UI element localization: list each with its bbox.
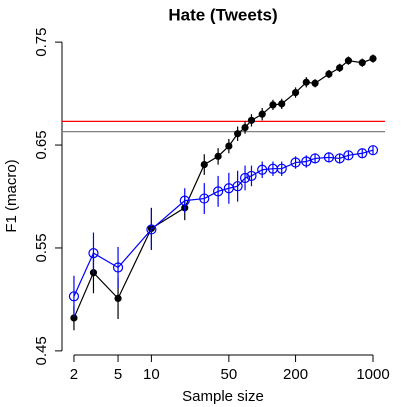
data-point: [301, 156, 312, 167]
data-point: [302, 78, 310, 86]
data-point: [241, 123, 249, 132]
data-point: [278, 100, 286, 108]
data-point: [336, 64, 344, 72]
data-point: [290, 157, 301, 168]
data-point: [68, 291, 80, 302]
y-tick-label: 0.75: [33, 28, 50, 57]
data-point: [146, 224, 157, 235]
data-point: [334, 153, 345, 164]
x-tick-label: 10: [143, 366, 160, 383]
data-point: [214, 152, 222, 160]
data-point: [311, 79, 319, 87]
series-line: [73, 58, 374, 319]
x-tick-label: 5: [114, 366, 122, 383]
data-point: [246, 170, 257, 182]
data-point: [213, 186, 224, 197]
data-point: [291, 88, 300, 97]
data-point: [200, 160, 208, 169]
data-point: [234, 130, 242, 138]
data-point: [357, 148, 368, 159]
data-point: [325, 70, 333, 78]
x-tick-label: 1000: [356, 366, 389, 383]
data-point: [114, 294, 122, 302]
data-point: [258, 110, 266, 118]
y-tick-label: 0.55: [33, 233, 50, 262]
data-point: [225, 142, 233, 150]
data-point: [179, 195, 190, 206]
y-tick-label: 0.65: [33, 130, 50, 159]
data-point: [367, 145, 379, 156]
data-point: [239, 172, 251, 184]
data-point: [88, 248, 99, 259]
data-point: [269, 101, 277, 109]
data-point: [247, 116, 256, 124]
x-tick-label: 2: [70, 366, 78, 383]
series-line: [73, 149, 374, 297]
data-point: [343, 150, 354, 161]
data-point: [276, 163, 287, 174]
y-tick-label: 0.45: [33, 336, 50, 365]
x-tick-label: 50: [221, 366, 238, 383]
y-axis-label: F1 (macro): [3, 159, 20, 232]
data-point: [344, 57, 353, 65]
data-point: [309, 153, 321, 164]
data-point: [369, 54, 377, 63]
chart-title: Hate (Tweets): [168, 5, 277, 24]
x-axis-label: Sample size: [182, 388, 264, 405]
data-point: [257, 164, 268, 175]
data-point: [323, 152, 335, 163]
data-point: [232, 181, 243, 192]
data-point: [358, 59, 366, 67]
data-point: [199, 193, 210, 204]
data-point: [112, 262, 124, 273]
x-tick-label: 200: [283, 366, 308, 383]
